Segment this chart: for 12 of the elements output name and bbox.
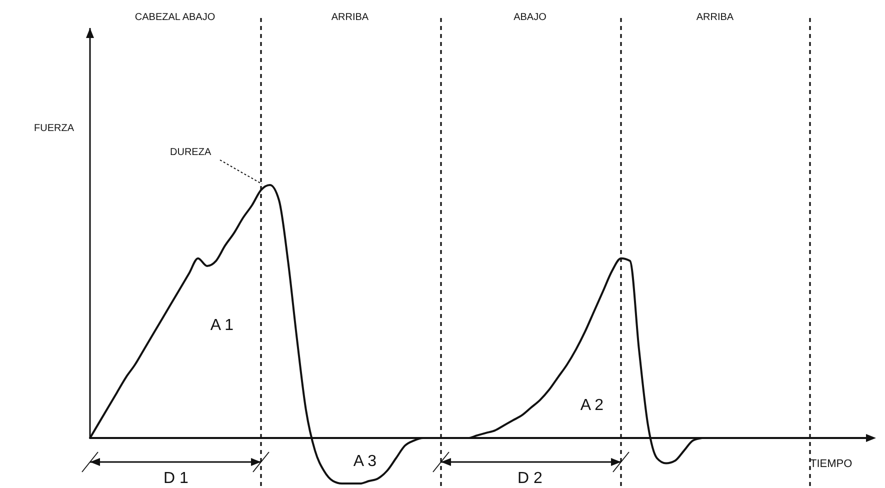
text: ARRIBA bbox=[331, 12, 369, 23]
annotation: A 1 bbox=[210, 317, 234, 334]
text: ABAJO bbox=[514, 12, 547, 23]
x-axis-title: TIEMPO bbox=[810, 458, 853, 470]
annotation: D 1 bbox=[164, 470, 189, 487]
text: DUREZA bbox=[170, 147, 212, 158]
text: FUERZA bbox=[34, 123, 74, 134]
text: ARRIBA bbox=[696, 12, 734, 23]
text: CABEZAL ABAJO bbox=[134, 12, 216, 23]
annotation: A 2 bbox=[580, 397, 604, 414]
annotation: D 2 bbox=[518, 470, 543, 487]
annotation: A 3 bbox=[353, 453, 377, 470]
